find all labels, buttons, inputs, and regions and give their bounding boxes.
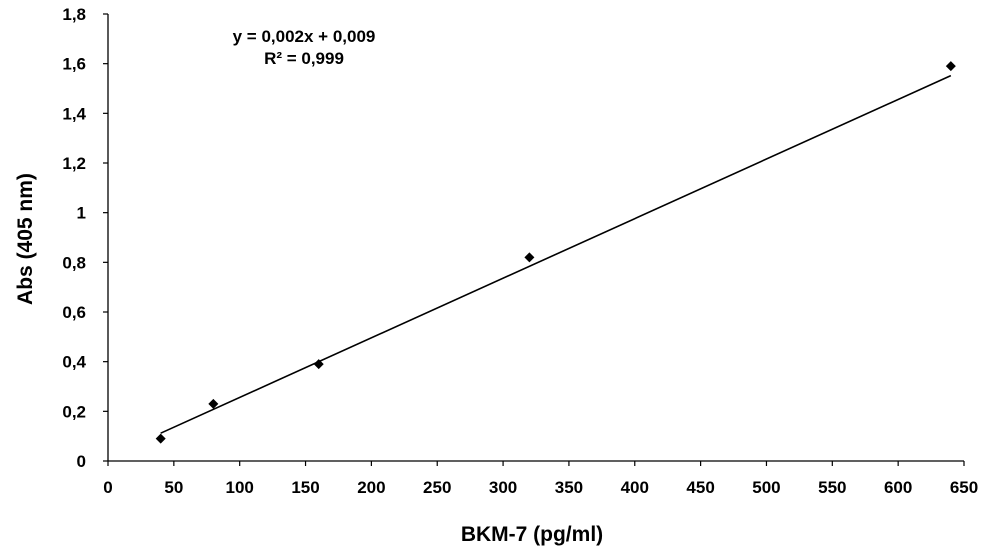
trendline-equation: y = 0,002x + 0,009	[233, 27, 376, 46]
x-tick-label: 200	[357, 478, 385, 497]
x-tick-label: 400	[621, 478, 649, 497]
data-point-marker	[945, 61, 956, 72]
x-tick-label: 450	[686, 478, 714, 497]
y-tick-label: 1,6	[62, 55, 86, 74]
y-axis-title: Abs (405 nm)	[14, 173, 37, 305]
y-tick-label: 1,4	[62, 104, 86, 123]
x-tick-label: 650	[950, 478, 978, 497]
y-tick-label: 0,8	[62, 253, 86, 272]
data-point-marker	[313, 359, 324, 370]
y-tick-label: 0,6	[62, 303, 86, 322]
x-tick-labels: 0 50 100 150 200 250 300 350 400 450 500 550 600 650	[103, 461, 978, 497]
x-tick-label: 50	[164, 478, 183, 497]
x-tick-label: 250	[423, 478, 451, 497]
data-point-marker	[524, 252, 535, 263]
x-tick-label: 100	[226, 478, 254, 497]
trendline-group	[160, 74, 952, 434]
x-tick-label: 150	[291, 478, 319, 497]
trendline-r2: R² = 0,999	[264, 49, 344, 68]
data-point-marker	[208, 398, 219, 409]
x-tick-label: 500	[752, 478, 780, 497]
x-axis-title: BKM-7 (pg/ml)	[461, 523, 603, 546]
x-tick-label: 600	[884, 478, 912, 497]
x-tick-label: 0	[103, 478, 112, 497]
y-tick-label: 1	[77, 204, 86, 223]
y-tick-label: 0,4	[62, 353, 86, 372]
y-tick-label: 0	[77, 452, 86, 471]
x-tick-label: 300	[489, 478, 517, 497]
y-tick-label: 1,2	[62, 154, 86, 173]
axes	[107, 14, 964, 462]
data-point-marker	[155, 433, 166, 444]
trendline	[160, 74, 952, 434]
x-tick-label: 550	[818, 478, 846, 497]
x-tick-label: 350	[555, 478, 583, 497]
data-points	[155, 61, 956, 444]
y-tick-label: 1,8	[62, 5, 86, 24]
y-tick-label: 0,2	[62, 402, 86, 421]
y-tick-labels: 0 0,2 0,4 0,6 0,8 1 1,2 1,4 1,6 1,8	[62, 5, 108, 471]
